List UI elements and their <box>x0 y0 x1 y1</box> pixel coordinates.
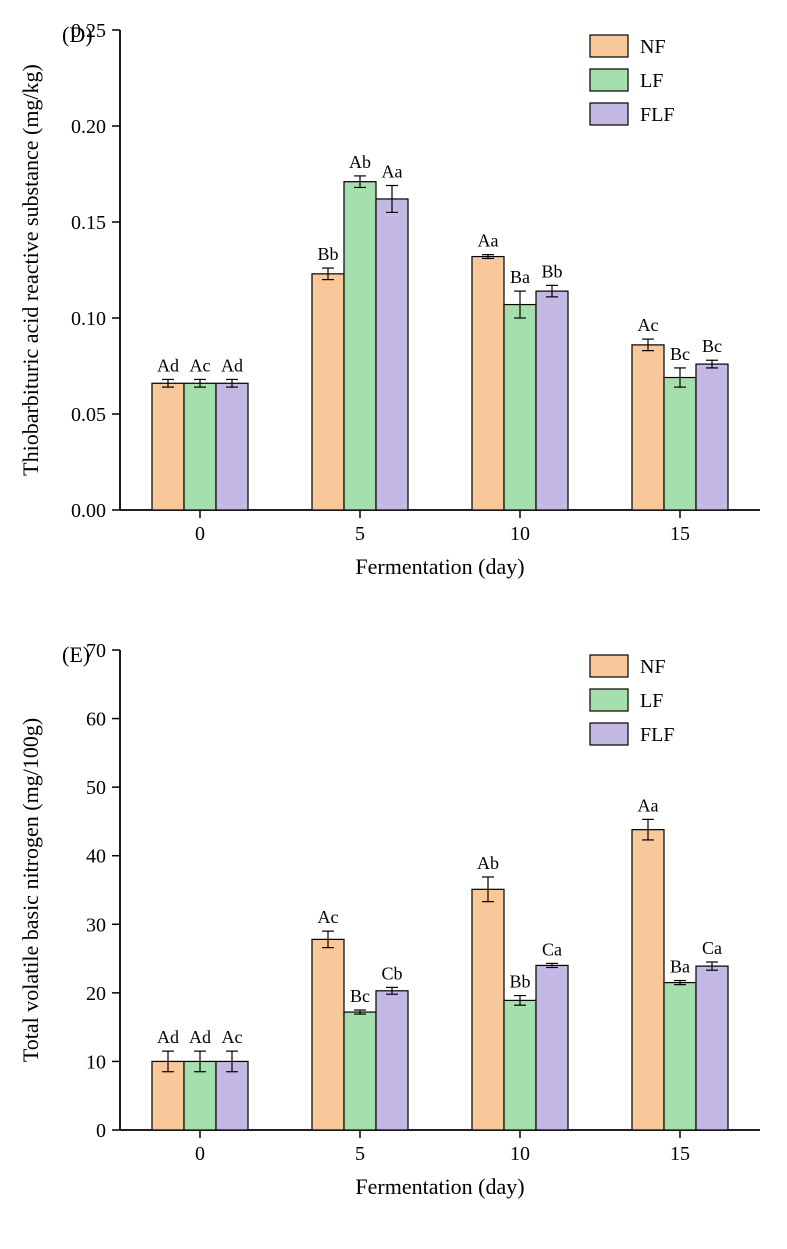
legend-label: NF <box>640 656 666 678</box>
sig-label: Ac <box>318 907 339 927</box>
legend-swatch <box>590 103 628 125</box>
bar-nf <box>472 257 504 510</box>
bar-lf <box>344 182 376 510</box>
legend-swatch <box>590 655 628 677</box>
sig-label: Aa <box>638 795 659 815</box>
legend-label: NF <box>640 36 666 58</box>
bar-nf <box>472 889 504 1130</box>
sig-label: Ca <box>702 938 722 958</box>
y-tick-label: 60 <box>86 709 106 731</box>
sig-label: Bc <box>702 336 722 356</box>
sig-label: Cb <box>381 963 402 983</box>
y-tick-label: 10 <box>86 1051 106 1073</box>
sig-label: Aa <box>382 162 403 182</box>
y-tick-label: 0 <box>96 1120 106 1142</box>
x-tick-label: 5 <box>355 1143 365 1165</box>
legend-label: FLF <box>640 104 674 126</box>
legend-swatch <box>590 69 628 91</box>
bar-lf <box>664 983 696 1130</box>
bar-flf <box>376 991 408 1130</box>
sig-label: Ca <box>542 939 562 959</box>
bar-flf <box>376 199 408 510</box>
sig-label: Ad <box>157 355 179 375</box>
legend-label: LF <box>640 690 663 712</box>
page: 0.000.050.100.150.200.25Thiobarbituric a… <box>0 0 787 1249</box>
x-axis-title: Fermentation (day) <box>355 1174 524 1199</box>
y-tick-label: 40 <box>86 846 106 868</box>
sig-label: Ba <box>510 267 530 287</box>
sig-label: Bc <box>670 344 690 364</box>
bar-lf <box>504 1000 536 1130</box>
sig-label: Bc <box>350 986 370 1006</box>
y-tick-label: 30 <box>86 914 106 936</box>
chart-d-svg: 0.000.050.100.150.200.25Thiobarbituric a… <box>0 0 787 600</box>
bar-flf <box>696 364 728 510</box>
bar-nf <box>312 274 344 510</box>
sig-label: Aa <box>478 231 499 251</box>
x-tick-label: 0 <box>195 1143 205 1165</box>
sig-label: Ab <box>349 152 371 172</box>
sig-label: Bb <box>509 972 530 992</box>
y-tick-label: 0.15 <box>71 212 106 234</box>
bar-nf <box>312 939 344 1130</box>
sig-label: Ad <box>189 1027 211 1047</box>
bar-flf <box>696 966 728 1130</box>
panel-label: (D) <box>62 22 93 47</box>
sig-label: Ba <box>670 957 690 977</box>
x-tick-label: 0 <box>195 523 205 545</box>
sig-label: Ad <box>157 1027 179 1047</box>
y-tick-label: 50 <box>86 777 106 799</box>
y-tick-label: 0.10 <box>71 308 106 330</box>
chart-d-container: 0.000.050.100.150.200.25Thiobarbituric a… <box>0 0 787 600</box>
legend-swatch <box>590 35 628 57</box>
bar-flf <box>536 291 568 510</box>
bar-flf <box>536 965 568 1130</box>
chart-e-container: 010203040506070Total volatile basic nitr… <box>0 620 787 1220</box>
y-axis-title: Thiobarbituric acid reactive substance (… <box>18 64 43 476</box>
bar-flf <box>216 383 248 510</box>
y-tick-label: 0.00 <box>71 500 106 522</box>
sig-label: Ab <box>477 853 499 873</box>
bar-lf <box>664 378 696 510</box>
bar-lf <box>344 1012 376 1130</box>
sig-label: Bb <box>317 244 338 264</box>
sig-label: Ac <box>222 1027 243 1047</box>
sig-label: Ac <box>638 315 659 335</box>
bar-nf <box>632 345 664 510</box>
x-tick-label: 5 <box>355 523 365 545</box>
x-tick-label: 15 <box>670 1143 690 1165</box>
bar-lf <box>184 383 216 510</box>
y-tick-label: 0.05 <box>71 404 106 426</box>
sig-label: Bb <box>541 261 562 281</box>
legend-label: LF <box>640 70 663 92</box>
y-tick-label: 0.20 <box>71 116 106 138</box>
panel-label: (E) <box>62 642 90 667</box>
bar-nf <box>632 830 664 1130</box>
x-tick-label: 10 <box>510 523 530 545</box>
y-axis-title: Total volatile basic nitrogen (mg/100g) <box>18 718 43 1062</box>
legend-swatch <box>590 723 628 745</box>
bar-lf <box>504 305 536 510</box>
sig-label: Ac <box>190 355 211 375</box>
x-tick-label: 15 <box>670 523 690 545</box>
sig-label: Ad <box>221 355 243 375</box>
legend-swatch <box>590 689 628 711</box>
chart-e-svg: 010203040506070Total volatile basic nitr… <box>0 620 787 1220</box>
bar-nf <box>152 383 184 510</box>
y-tick-label: 20 <box>86 983 106 1005</box>
legend-label: FLF <box>640 724 674 746</box>
x-axis-title: Fermentation (day) <box>355 554 524 579</box>
x-tick-label: 10 <box>510 1143 530 1165</box>
